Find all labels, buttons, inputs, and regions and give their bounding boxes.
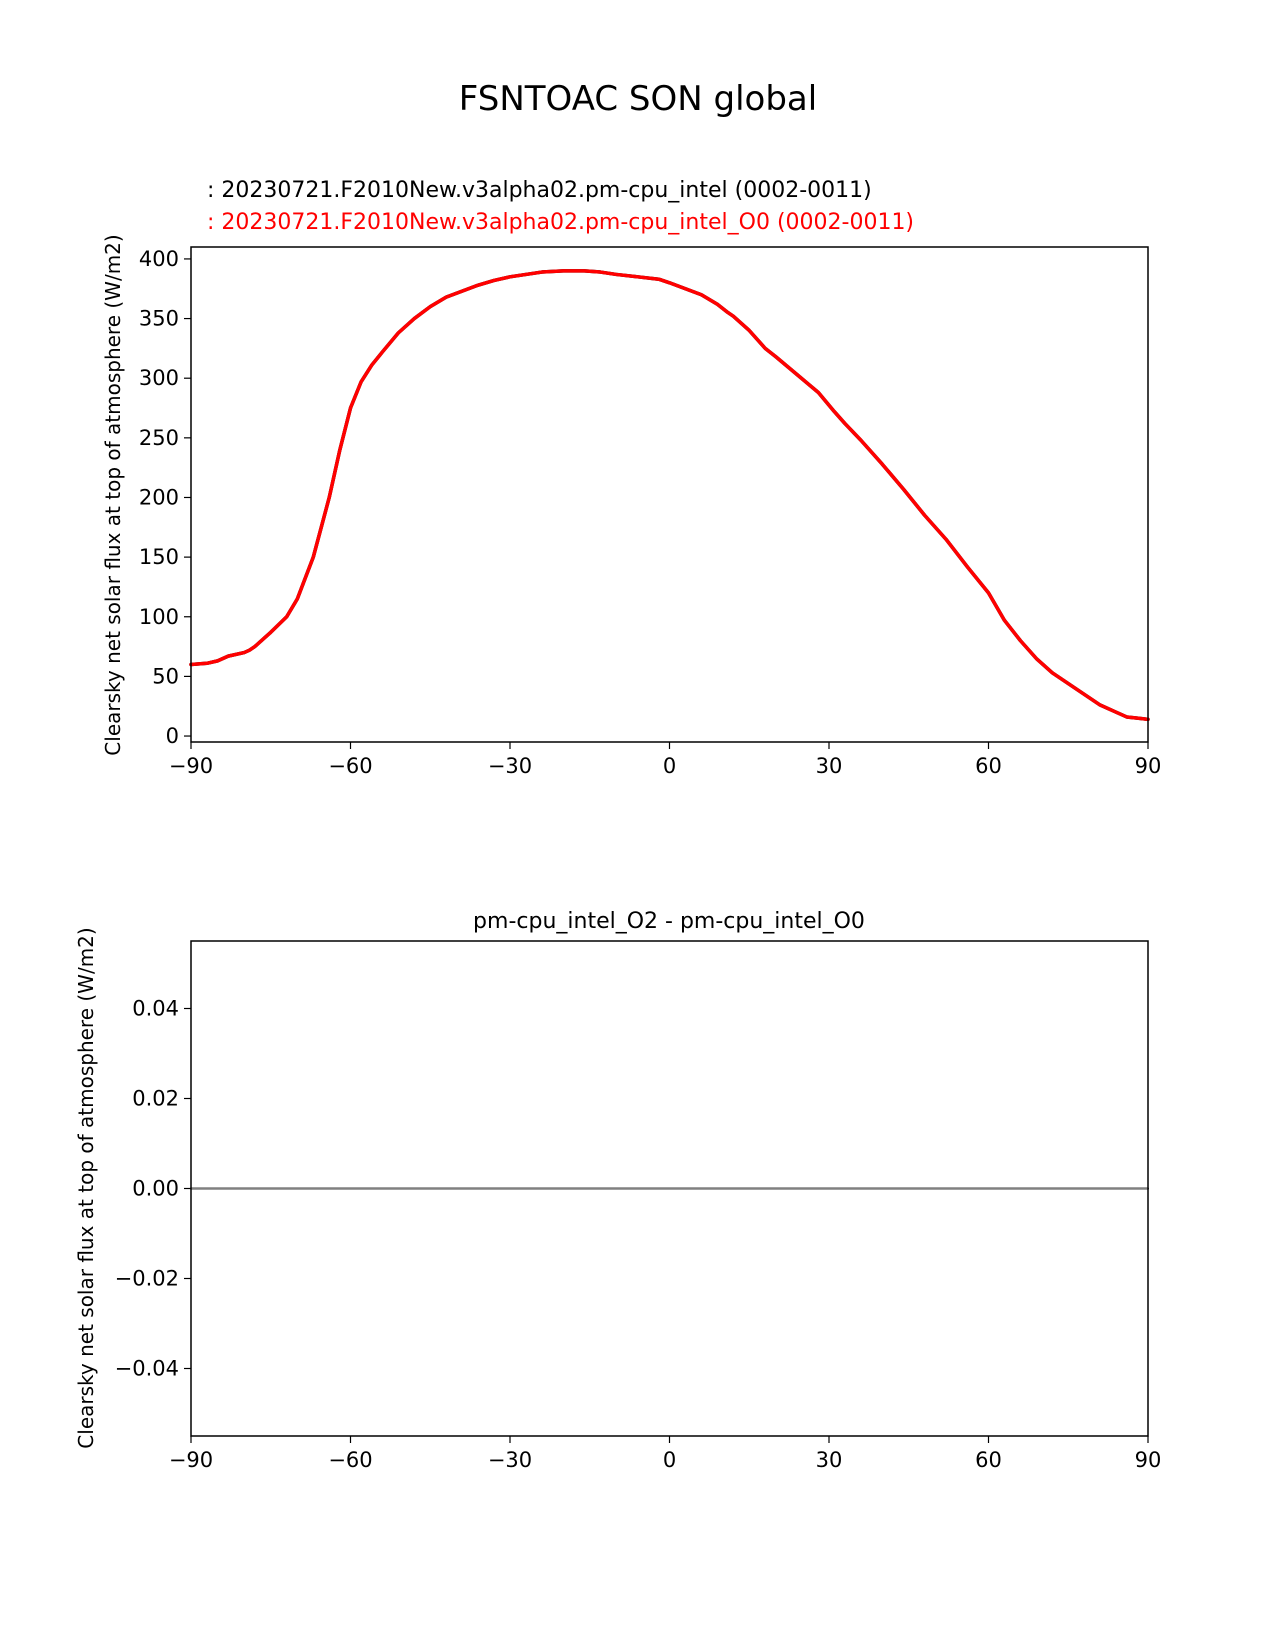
top-xtick-label: −60: [328, 754, 372, 778]
bottom-chart-frame: [190, 940, 1149, 1437]
bottom-chart-title: pm-cpu_intel_O2 - pm-cpu_intel_O0: [473, 909, 865, 934]
bottom-xtick-label: 0: [663, 1448, 676, 1472]
top-ytick-label: 50: [152, 664, 179, 688]
bottom-chart-ylabel: Clearsky net solar flux at top of atmosp…: [74, 927, 98, 1448]
bottom-chart: pm-cpu_intel_O2 - pm-cpu_intel_O0 Clears…: [74, 909, 1161, 1472]
top-ytick-label: 250: [139, 426, 179, 450]
top-xtick-label: 60: [975, 754, 1002, 778]
top-xtick-label: 30: [816, 754, 843, 778]
top-ytick-label: 300: [139, 366, 179, 390]
top-ytick-label: 150: [139, 545, 179, 569]
top-xtick-label: −30: [488, 754, 532, 778]
bottom-xtick-label: 60: [975, 1448, 1002, 1472]
top-series-line-2: [189, 269, 1150, 722]
top-chart: : 20230721.F2010New.v3alpha02.pm-cpu_int…: [101, 178, 1161, 778]
bottom-ytick-label: −0.04: [115, 1357, 179, 1381]
top-ytick-label: 400: [139, 247, 179, 271]
bottom-xtick-label: −30: [488, 1448, 532, 1472]
top-xtick-label: 90: [1135, 754, 1162, 778]
top-chart-ylabel: Clearsky net solar flux at top of atmosp…: [101, 234, 125, 755]
top-xtick-label: −90: [169, 754, 213, 778]
bottom-ytick-label: 0.02: [132, 1087, 179, 1111]
bottom-ytick-label: −0.02: [115, 1267, 179, 1291]
top-ytick-label: 350: [139, 307, 179, 331]
bottom-xtick-label: 30: [816, 1448, 843, 1472]
bottom-xtick-label: −90: [169, 1448, 213, 1472]
top-chart-marks: −90 −60 −30 0 30 60 90 0 50 100 150 200 250 300 350 400: [139, 247, 1161, 778]
bottom-ytick-label: 0.00: [132, 1177, 179, 1201]
bottom-ytick-label: 0.04: [132, 997, 179, 1021]
top-ytick-label: 0: [166, 724, 179, 748]
bottom-xtick-label: −60: [328, 1448, 372, 1472]
legend-label-series-2: : 20230721.F2010New.v3alpha02.pm-cpu_int…: [207, 210, 914, 235]
top-xtick-label: 0: [663, 754, 676, 778]
bottom-chart-marks: −90 −60 −30 0 30 60 90 −0.04 −0.02 0.00 0.02 0.04: [115, 997, 1162, 1473]
top-ytick-label: 200: [139, 485, 179, 509]
top-ytick-label: 100: [139, 605, 179, 629]
legend-label-series-1: : 20230721.F2010New.v3alpha02.pm-cpu_int…: [207, 178, 872, 203]
bottom-xtick-label: 90: [1135, 1448, 1162, 1472]
top-chart-frame: [190, 246, 1149, 743]
figure-title: FSNTOAC SON global: [459, 79, 817, 119]
